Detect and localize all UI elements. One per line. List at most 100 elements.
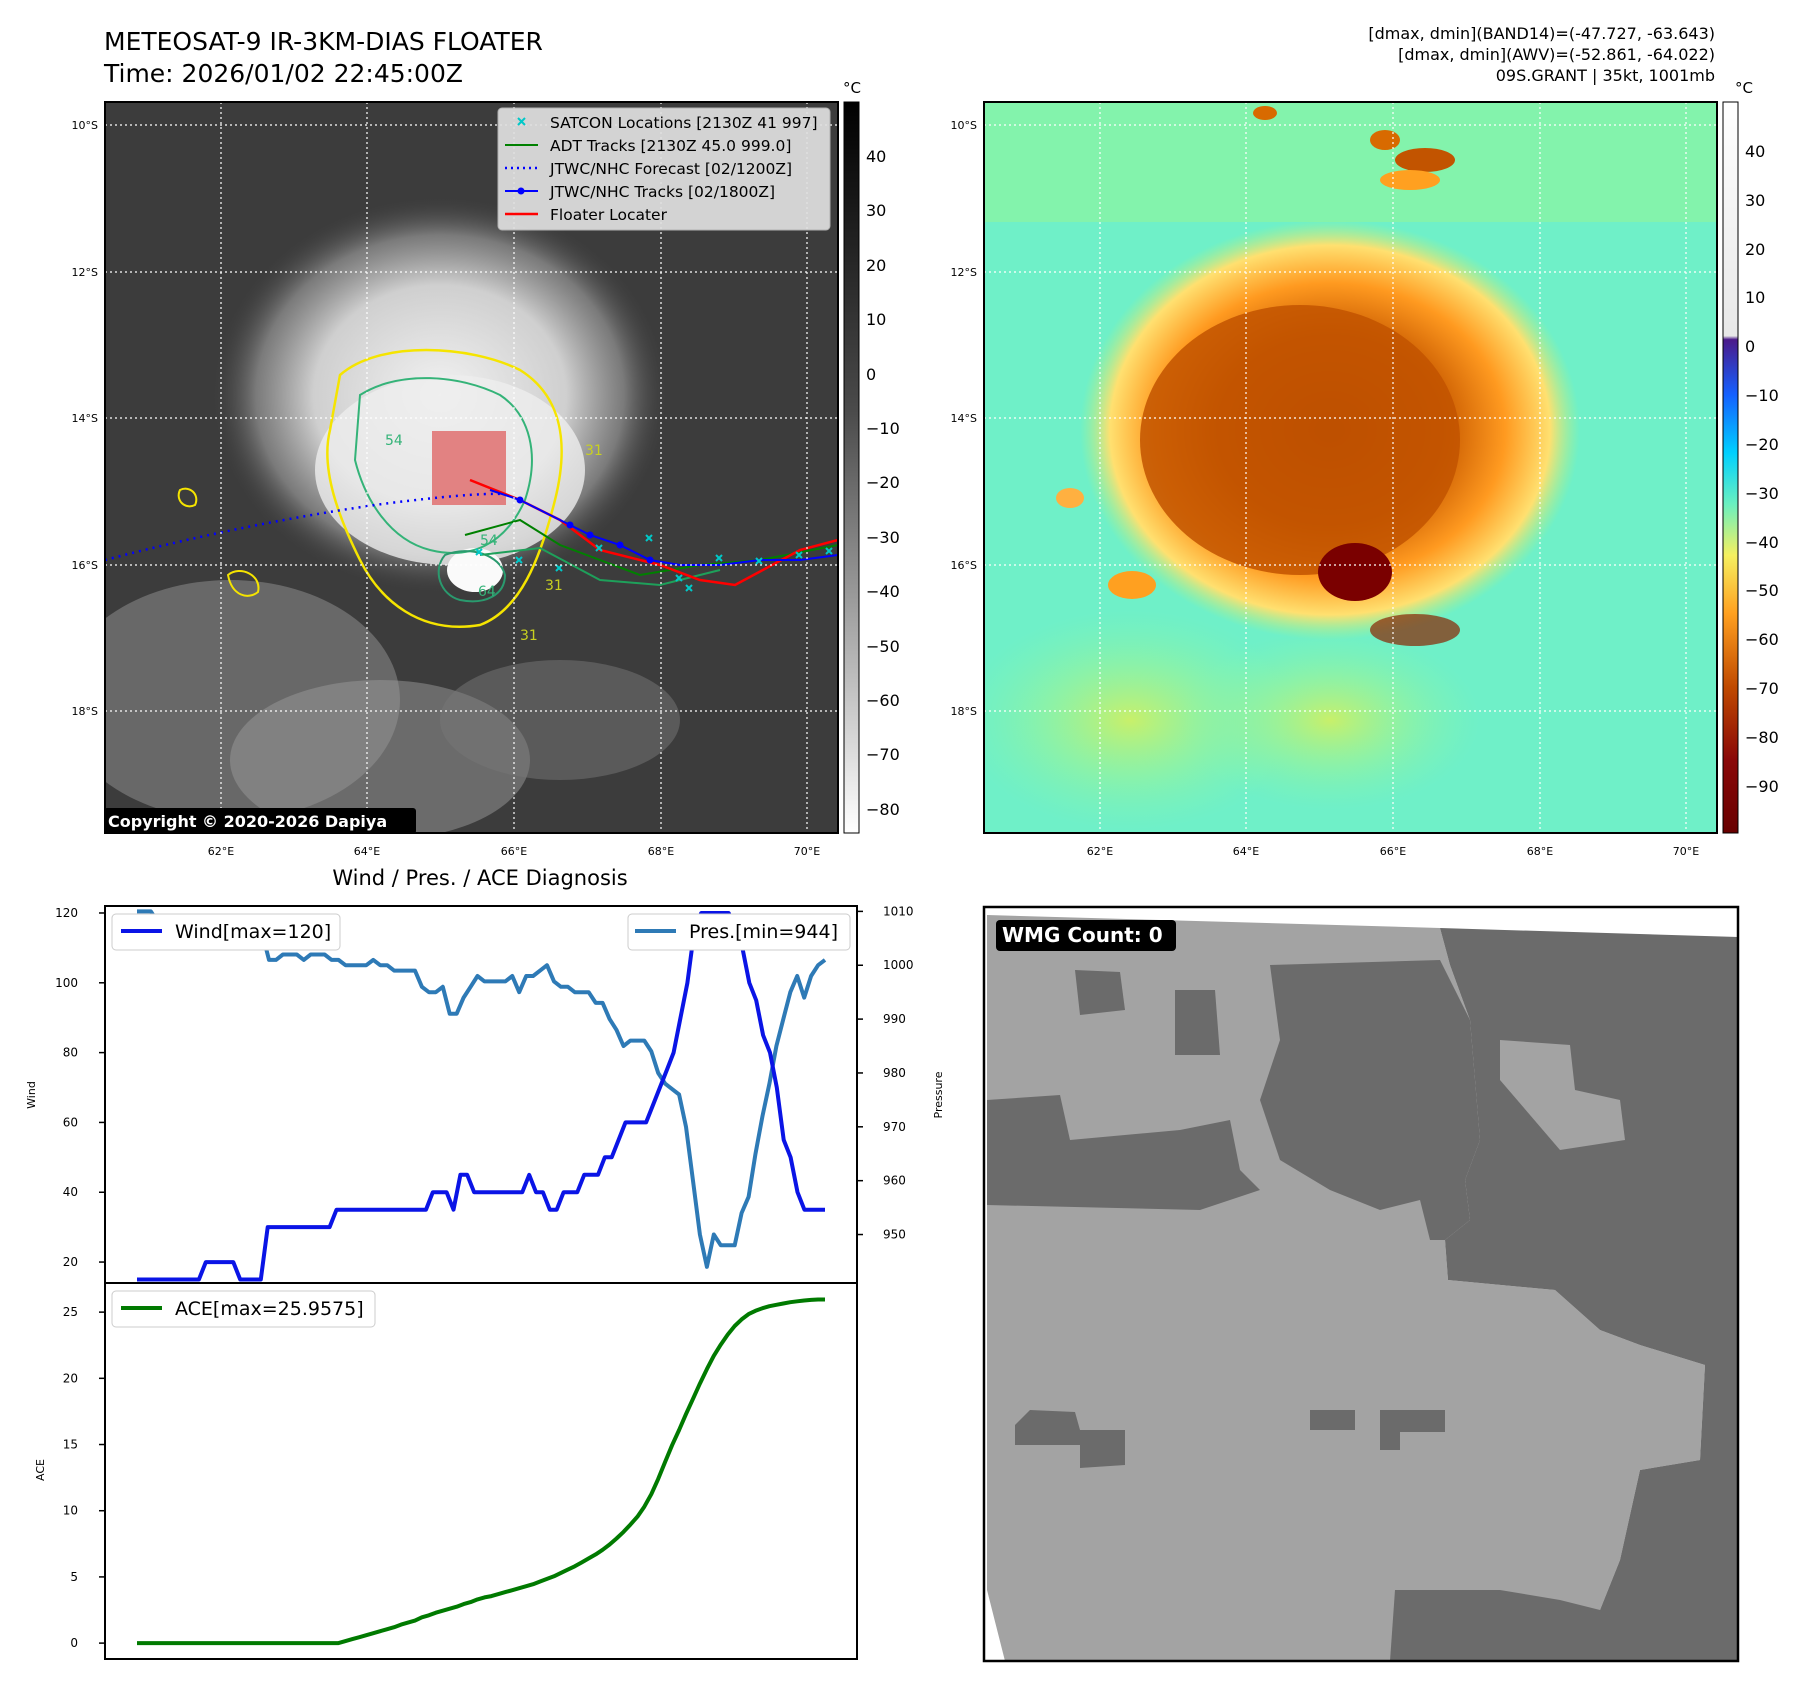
wmg-dark-region [1380,1410,1445,1450]
ace-axis-label: ACE [34,1459,47,1481]
legend-label: SATCON Locations [2130Z 41 997] [550,114,818,132]
storm-info: 09S.GRANT | 35kt, 1001mb [1496,66,1715,85]
lat-label: 14°S [951,412,977,425]
colorbar-tick: 30 [866,201,886,220]
colorbar-tick: −80 [866,800,900,819]
diagnosis-title: Wind / Pres. / ACE Diagnosis [332,866,627,890]
lon-label: 70°E [1673,845,1699,858]
legend-label: Floater Locater [550,206,668,224]
colorbar-tick: 10 [866,310,886,329]
map-legend: SATCON Locations [2130Z 41 997] ADT Trac… [497,107,831,231]
awv-gridlines [984,102,1717,833]
wmg-light-region [1500,1040,1625,1150]
axis-tick-label: 25 [63,1305,78,1319]
contour-label: 54 [385,433,403,449]
wind-series-line [137,911,825,1282]
contour-label: 64 [478,584,496,600]
lon-label: 64°E [1233,845,1259,858]
awv-colorbar-ticks: 40 30 20 10 0 −10 −20 −30 −40 −50 −60 −7… [1745,142,1779,796]
wmg-dark-region [987,1095,1260,1210]
awv-moist-patch [1180,630,1480,810]
wmg-dark-region [1175,990,1220,1055]
axis-tick-label: 990 [883,1012,906,1026]
wind-pres-axes [104,905,858,1284]
wmg-light-region [987,915,1705,1661]
ir-cloud-patch [440,660,680,780]
wmg-dark-region [1310,1410,1355,1430]
figure-time: Time: 2026/01/02 22:45:00Z [103,59,463,88]
ir-map-frame [104,101,839,834]
lat-label: 14°S [72,412,98,425]
colorbar-tick: −10 [866,419,900,438]
ir-lon-labels: 62°E 64°E 66°E 68°E 70°E [208,845,820,858]
wmg-dark-region [1390,1590,1600,1661]
lat-label: 18°S [951,705,977,718]
colorbar-tick: −70 [866,745,900,764]
floater-locator-box [432,431,506,505]
colorbar-tick: 10 [1745,288,1765,307]
axis-tick-label: 10 [63,1504,78,1518]
pressure-axis-ticks: 1010 1000 990 980 970 960 950 [857,904,914,1242]
awv-cloud-fleck [1253,106,1277,120]
lon-label: 62°E [1087,845,1113,858]
colorbar-tick: −60 [866,691,900,710]
lon-label: 70°E [794,845,820,858]
lat-label: 16°S [72,559,98,572]
lon-label: 66°E [501,845,527,858]
jtwc-track-point [586,531,594,539]
wmg-count-label: WMG Count: 0 [1002,923,1163,947]
ace-axis-ticks: 25 20 15 10 5 0 [63,1305,105,1650]
awv-cloud-fleck [1395,148,1455,172]
jtwc-track-point [616,541,624,549]
pres-legend-label: Pres.[min=944] [689,921,838,943]
legend-satcon-icon [517,117,526,126]
colorbar-tick: −60 [1745,630,1779,649]
awv-cloud-fleck [1108,571,1156,599]
wmg-dark-region [1075,970,1125,1015]
colorbar-tick: 20 [1745,240,1765,259]
awv-band-feature [1370,614,1460,646]
axis-tick-label: 120 [55,906,78,920]
wind-legend-label: Wind[max=120] [175,921,331,943]
awv-colorbar-unit: °C [1735,79,1753,97]
awv-lat-labels: 10°S 12°S 14°S 16°S 18°S [951,119,977,718]
lat-label: 16°S [951,559,977,572]
colorbar-tick: −80 [1745,728,1779,747]
awv-map-frame [983,101,1718,834]
colorbar-tick: 40 [866,147,886,166]
lon-label: 68°E [648,845,674,858]
axis-tick-label: 0 [70,1636,78,1650]
awv-cloud-fleck [1056,488,1084,508]
axis-tick-label: 80 [63,1046,78,1060]
legend-label: JTWC/NHC Tracks [02/1800Z] [549,183,775,201]
axis-tick-label: 20 [63,1371,78,1385]
axis-tick-label: 40 [63,1185,78,1199]
colorbar-tick: 20 [866,256,886,275]
ace-series-line [137,1297,825,1646]
lat-label: 12°S [951,266,977,279]
colorbar-tick: 0 [866,365,876,384]
colorbar-tick: −90 [1745,777,1779,796]
legend-label: JTWC/NHC Forecast [02/1200Z] [549,160,792,178]
wmg-panel: WMG Count: 0 [982,905,1740,1663]
pressure-axis-label: Pressure [932,1071,945,1118]
legend-jtwc-dot [517,187,525,195]
colorbar-tick: 40 [1745,142,1765,161]
pres-legend: Pres.[min=944] [627,913,851,951]
ace-legend-label: ACE[max=25.9575] [175,1298,364,1320]
axis-tick-label: 15 [63,1438,78,1452]
ir-contour-yellow [326,348,563,628]
jtwc-track-point [566,521,574,529]
colorbar-tick: −50 [866,637,900,656]
colorbar-tick: −40 [1745,533,1779,552]
ir-contour-green [353,377,533,554]
axis-tick-label: 5 [70,1570,78,1584]
colorbar-tick: −20 [866,473,900,492]
lat-label: 12°S [72,266,98,279]
ace-legend: ACE[max=25.9575] [111,1290,376,1328]
contour-label: 31 [585,443,603,459]
contour-label: 31 [520,628,538,644]
ir-contour-small [226,570,260,597]
wmg-dark-region [1440,928,1738,1661]
axis-tick-label: 1000 [883,958,914,972]
